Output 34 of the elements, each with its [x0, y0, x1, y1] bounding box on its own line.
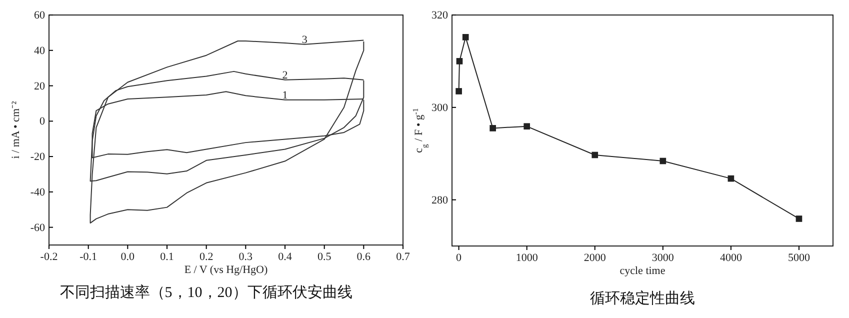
text: 不同扫描速率（5，10，20）下循环伏安曲线 [60, 284, 352, 301]
x-tick-label: 5000 [788, 252, 810, 264]
x-tick-label: 0.1 [160, 250, 174, 263]
series-label: 2 [282, 69, 288, 82]
x-tick-label: 3000 [652, 252, 674, 264]
x-tick-label: 0.0 [120, 250, 136, 263]
y-tick-label: 280 [432, 194, 448, 206]
x-tick-label: -0.1 [80, 250, 98, 263]
x-tick-label: 0.4 [278, 250, 292, 263]
y-tick-label: -40 [30, 186, 46, 198]
x-tick-label: 2000 [584, 252, 606, 264]
x-axis-title: E / V (vs Hg/HgO) [184, 264, 268, 276]
x-tick-label: 1000 [516, 252, 538, 264]
series-label: 1 [282, 89, 288, 102]
series-label: 3 [302, 34, 308, 46]
x-tick-label: 0 [456, 252, 462, 264]
y-tick-label: -60 [30, 222, 46, 234]
y-tick-label: 20 [34, 80, 46, 92]
text: 循环稳定性曲线 [590, 290, 695, 307]
y-tick-label: 300 [432, 102, 448, 114]
y-axis-title: i / mA • cm⁻² [10, 100, 22, 159]
y-tick-label: 0 [40, 116, 46, 128]
x-tick-label: 0.5 [317, 250, 332, 263]
y-tick-label: -20 [30, 151, 46, 164]
x-tick-label: 0.7 [396, 250, 410, 263]
y-tick-label: 320 [432, 10, 448, 22]
x-tick-label: 0.2 [199, 250, 214, 263]
y-tick-label: 60 [34, 10, 46, 22]
x-axis-title: cycle time [620, 265, 666, 277]
x-tick-label: 0.3 [238, 250, 254, 263]
x-tick-label: -0.2 [40, 250, 58, 263]
x-tick-label: 4000 [720, 252, 742, 264]
y-tick-label: 40 [34, 44, 46, 57]
x-tick-label: 0.6 [356, 250, 372, 263]
